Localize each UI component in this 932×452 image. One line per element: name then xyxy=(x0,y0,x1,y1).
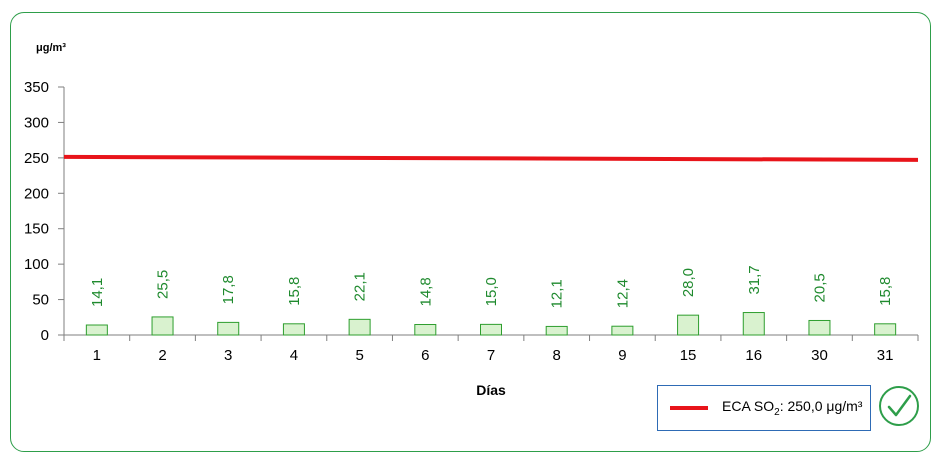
x-tick-label: 15 xyxy=(680,347,697,364)
x-tick-label: 9 xyxy=(618,347,626,364)
legend-label-subscript: 2 xyxy=(774,406,780,418)
bar-value-label: 22,1 xyxy=(352,272,369,301)
x-tick-label: 8 xyxy=(553,347,561,364)
legend-label-suffix: : 250,0 μg/m³ xyxy=(779,398,863,414)
y-tick-label: 150 xyxy=(24,221,49,238)
y-tick-label: 200 xyxy=(24,185,49,202)
bar xyxy=(611,325,634,336)
bar xyxy=(217,321,240,336)
bar-value-label: 28,0 xyxy=(680,268,697,297)
bar-value-label: 17,8 xyxy=(220,275,237,304)
check-circle-icon xyxy=(879,386,919,426)
x-axis: 1 2 3 4 5 6 7 8 9 15 16 30 31 xyxy=(63,334,919,364)
x-tick-label: 16 xyxy=(745,347,762,364)
bar xyxy=(808,319,831,336)
y-unit-label: μg/m³ xyxy=(36,42,66,54)
bar-value-label: 15,8 xyxy=(877,277,894,306)
bar-value-label: 25,5 xyxy=(155,270,172,299)
bar xyxy=(545,325,568,336)
legend-swatch-reference-line xyxy=(670,406,708,410)
y-axis: 0 50 100 150 200 250 300 350 xyxy=(24,79,65,344)
bar-value-label: 31,7 xyxy=(746,265,763,294)
bar xyxy=(348,318,371,336)
x-tick-label: 31 xyxy=(877,347,894,364)
legend-label: ECA SO2: 250,0 μg/m³ xyxy=(722,398,862,418)
bar xyxy=(742,312,765,336)
bar xyxy=(414,324,437,336)
x-tick-label: 2 xyxy=(158,347,166,364)
bar-value-label: 14,1 xyxy=(89,278,106,307)
y-tick-label: 0 xyxy=(41,327,49,344)
x-axis-title: Días xyxy=(476,382,506,398)
y-tick-label: 100 xyxy=(24,256,49,273)
legend: ECA SO2: 250,0 μg/m³ xyxy=(657,385,871,431)
x-tick-label: 4 xyxy=(290,347,298,364)
x-tick-label: 30 xyxy=(811,347,828,364)
bar-value-label: 20,5 xyxy=(811,273,828,302)
bar-value-label: 12,1 xyxy=(549,279,566,308)
x-tick-label: 5 xyxy=(355,347,363,364)
bar xyxy=(282,323,305,336)
y-tick-label: 50 xyxy=(32,292,49,309)
bar xyxy=(480,323,502,336)
bar-value-label: 14,8 xyxy=(417,277,434,306)
legend-label-prefix: ECA SO xyxy=(722,398,775,414)
bar xyxy=(151,316,174,336)
bar-value-label: 15,8 xyxy=(286,277,303,306)
reference-line-group xyxy=(63,154,919,162)
x-tick-label: 7 xyxy=(487,347,495,364)
y-tick-label: 250 xyxy=(24,150,49,167)
y-tick-label: 350 xyxy=(24,79,49,96)
bars: 14,1 25,5 17,8 15,8 22,1 14,8 15,0 12,1 12,4 28,0… xyxy=(85,265,897,336)
y-tick-label: 300 xyxy=(24,114,49,131)
x-tick-label: 6 xyxy=(421,347,429,364)
x-tick-label: 1 xyxy=(93,347,101,364)
bar-value-label: 12,4 xyxy=(614,279,631,308)
reference-line xyxy=(63,154,919,162)
bar xyxy=(85,324,108,336)
bar xyxy=(874,323,897,336)
x-tick-label: 3 xyxy=(224,347,232,364)
bar xyxy=(677,314,700,336)
bar-value-label: 15,0 xyxy=(483,277,500,306)
